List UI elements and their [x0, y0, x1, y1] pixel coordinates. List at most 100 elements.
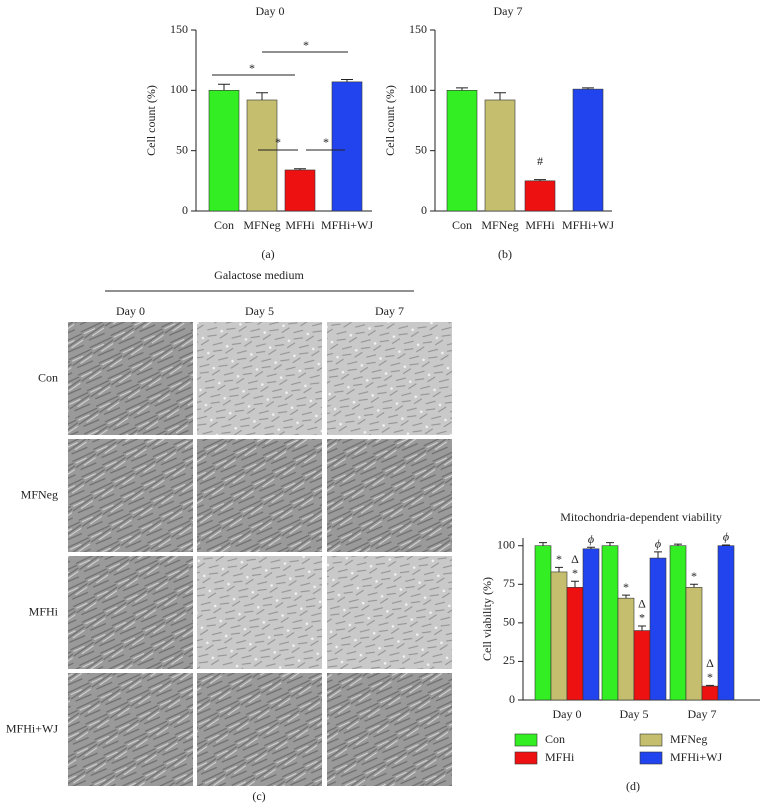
error-bar	[539, 542, 547, 546]
micrograph	[197, 556, 322, 669]
x-tick-label: MFHi+WJ	[321, 218, 373, 232]
x-tick-label: MFHi	[285, 218, 315, 232]
bar	[685, 587, 703, 701]
error-bar	[587, 546, 595, 549]
chart-title: Day 7	[494, 4, 523, 18]
bar	[284, 169, 316, 212]
error-bar	[534, 179, 546, 181]
caption: (a)	[261, 247, 274, 261]
y-tick-label: 100	[497, 537, 515, 551]
annotation: *	[303, 38, 309, 52]
column-label: Day 0	[116, 304, 145, 318]
bar	[572, 88, 604, 212]
annotation: *	[691, 569, 697, 583]
annotation: Δ	[571, 552, 579, 566]
y-tick-label: 100	[409, 82, 427, 96]
micrograph	[197, 439, 322, 552]
bar	[617, 597, 635, 701]
micrograph	[197, 322, 322, 435]
annotation: *	[623, 580, 629, 594]
bar	[701, 685, 719, 701]
bar	[534, 545, 552, 701]
annotation: *	[639, 611, 645, 625]
bar	[331, 81, 363, 212]
bar	[633, 630, 651, 701]
y-tick-label: 0	[182, 203, 188, 217]
micrograph	[327, 439, 452, 552]
legend-label: MFHi+WJ	[670, 750, 722, 764]
chart-title: Day 0	[256, 4, 285, 18]
error-bar	[654, 551, 662, 559]
micrograph	[327, 556, 452, 669]
micrograph-panel: Galactose medium Day 0 Day 5 Day 7 Con MFNeg M…	[6, 268, 452, 803]
bar	[208, 90, 240, 212]
error-bar	[456, 87, 468, 91]
error-bar	[256, 92, 268, 100]
y-tick-label: 25	[503, 653, 515, 667]
bar	[484, 99, 516, 212]
micrograph	[68, 556, 193, 669]
y-tick-label: 100	[170, 82, 188, 96]
y-tick-label: 50	[503, 615, 515, 629]
x-tick-label: Con	[452, 218, 472, 232]
error-bar	[494, 92, 506, 100]
legend-swatch	[514, 733, 538, 747]
error-bar	[622, 594, 630, 599]
error-bar	[722, 544, 730, 546]
annotation: Δ	[706, 656, 714, 670]
caption: (d)	[626, 779, 640, 793]
column-label: Day 5	[245, 304, 274, 318]
panel-title: Galactose medium	[214, 268, 304, 282]
y-tick-label: 0	[421, 203, 427, 217]
annotation: *	[275, 135, 281, 149]
annotation: #	[537, 154, 543, 168]
annotation: *	[249, 61, 255, 75]
y-tick-label: 150	[409, 22, 427, 36]
bar	[601, 545, 619, 701]
row-label: MFHi	[29, 604, 59, 618]
y-tick-label: 50	[176, 142, 188, 156]
y-axis-label: Cell count (%)	[383, 85, 397, 156]
error-bar	[706, 684, 714, 687]
error-bar	[218, 83, 230, 91]
annotation: ϕ	[588, 532, 594, 546]
legend-label: MFNeg	[670, 732, 707, 746]
error-bar	[571, 580, 579, 588]
micrograph	[68, 439, 193, 552]
annotation: *	[323, 135, 329, 149]
x-tick-label: Day 5	[620, 707, 649, 721]
x-tick-label: Con	[214, 218, 234, 232]
error-bar	[555, 566, 563, 572]
error-bar	[341, 78, 353, 82]
y-tick-label: 75	[503, 576, 515, 590]
error-bar	[294, 168, 306, 170]
x-tick-label: Day 0	[553, 707, 582, 721]
caption: (b)	[498, 247, 512, 261]
bar	[246, 99, 278, 212]
x-tick-label: Day 7	[688, 707, 717, 721]
annotation: *	[556, 552, 562, 566]
legend-swatch	[639, 733, 663, 747]
annotation: *	[572, 566, 578, 580]
micrograph	[327, 673, 452, 786]
row-label: MFHi+WJ	[6, 721, 58, 735]
legend-label: MFHi	[545, 750, 575, 764]
x-tick-label: MFHi	[525, 218, 555, 232]
bar	[717, 545, 735, 701]
column-label: Day 7	[375, 304, 404, 318]
micrograph	[327, 322, 452, 435]
bar	[669, 545, 687, 701]
bar	[446, 90, 478, 212]
micrograph	[68, 673, 193, 786]
y-tick-label: 50	[415, 142, 427, 156]
error-bar	[638, 625, 646, 631]
annotation: ϕ	[655, 537, 661, 551]
bar	[524, 180, 556, 212]
micrograph	[68, 322, 193, 435]
row-label: Con	[38, 370, 58, 384]
legend-swatch	[639, 751, 663, 765]
error-bar	[606, 542, 614, 546]
annotation: ϕ	[723, 530, 729, 544]
y-tick-label: 150	[170, 22, 188, 36]
